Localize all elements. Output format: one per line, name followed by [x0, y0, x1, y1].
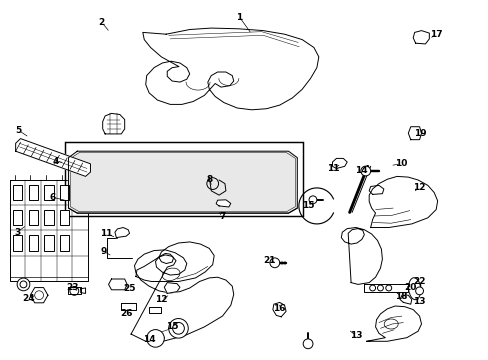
Polygon shape	[30, 288, 48, 303]
Text: 3: 3	[14, 228, 20, 237]
Circle shape	[415, 287, 423, 295]
Polygon shape	[407, 127, 421, 140]
Text: 22: 22	[412, 277, 425, 286]
Ellipse shape	[408, 278, 420, 300]
Text: 5: 5	[16, 126, 21, 135]
Polygon shape	[121, 303, 136, 310]
Polygon shape	[364, 284, 407, 292]
Polygon shape	[68, 287, 81, 294]
Text: 8: 8	[206, 175, 212, 184]
Text: 23: 23	[66, 284, 79, 292]
Polygon shape	[142, 28, 318, 110]
Circle shape	[360, 166, 370, 176]
Polygon shape	[81, 288, 85, 293]
Text: 6: 6	[50, 193, 56, 202]
Bar	[60, 210, 69, 225]
Bar	[44, 185, 54, 200]
Polygon shape	[131, 250, 233, 342]
Bar	[13, 210, 22, 225]
Text: 24: 24	[22, 294, 35, 303]
Polygon shape	[164, 283, 180, 293]
Bar	[44, 235, 54, 251]
Text: 20: 20	[404, 284, 416, 292]
Text: 18: 18	[394, 292, 407, 301]
Polygon shape	[368, 176, 437, 228]
Bar	[64, 142, 303, 216]
Text: 15: 15	[165, 323, 178, 331]
Bar	[28, 210, 38, 225]
Text: 2: 2	[99, 18, 104, 27]
Text: 7: 7	[219, 212, 225, 221]
Bar	[44, 210, 54, 225]
Polygon shape	[366, 306, 421, 341]
Polygon shape	[332, 158, 346, 168]
Polygon shape	[136, 242, 214, 282]
Circle shape	[17, 278, 30, 291]
Bar	[13, 235, 22, 251]
Text: 14: 14	[142, 334, 155, 343]
Text: 12: 12	[155, 295, 167, 304]
Circle shape	[146, 330, 164, 347]
Text: 26: 26	[120, 309, 132, 318]
Polygon shape	[115, 228, 129, 238]
Polygon shape	[108, 279, 127, 290]
Text: 16: 16	[273, 304, 285, 313]
Circle shape	[20, 281, 27, 288]
Text: 13: 13	[349, 331, 362, 340]
Text: 11: 11	[326, 164, 339, 173]
Text: 19: 19	[413, 129, 426, 138]
Polygon shape	[10, 180, 88, 281]
Bar	[64, 142, 303, 216]
Text: 15: 15	[301, 201, 314, 210]
Text: 21: 21	[263, 256, 276, 265]
Text: 11: 11	[100, 230, 113, 238]
Bar	[28, 185, 38, 200]
Polygon shape	[272, 302, 285, 317]
Bar	[28, 235, 38, 251]
Circle shape	[269, 258, 279, 268]
Polygon shape	[216, 200, 230, 207]
Bar	[60, 185, 69, 200]
Text: 9: 9	[100, 247, 107, 256]
Polygon shape	[412, 31, 428, 44]
Bar	[60, 235, 69, 251]
Polygon shape	[341, 228, 382, 284]
Text: 25: 25	[123, 284, 136, 293]
Bar	[13, 185, 22, 200]
Bar	[149, 307, 161, 313]
Circle shape	[303, 339, 312, 349]
Circle shape	[172, 323, 184, 334]
Text: 13: 13	[412, 297, 425, 306]
Polygon shape	[102, 113, 124, 134]
Polygon shape	[16, 139, 90, 176]
Text: 1: 1	[236, 13, 242, 22]
Circle shape	[168, 319, 188, 338]
Text: 14: 14	[354, 166, 366, 175]
Polygon shape	[368, 185, 383, 194]
Circle shape	[308, 196, 316, 204]
Text: 12: 12	[412, 183, 425, 192]
Text: 17: 17	[429, 30, 442, 39]
Polygon shape	[68, 151, 297, 213]
Polygon shape	[399, 295, 411, 304]
Text: 4: 4	[53, 157, 60, 166]
Text: 10: 10	[394, 159, 407, 168]
